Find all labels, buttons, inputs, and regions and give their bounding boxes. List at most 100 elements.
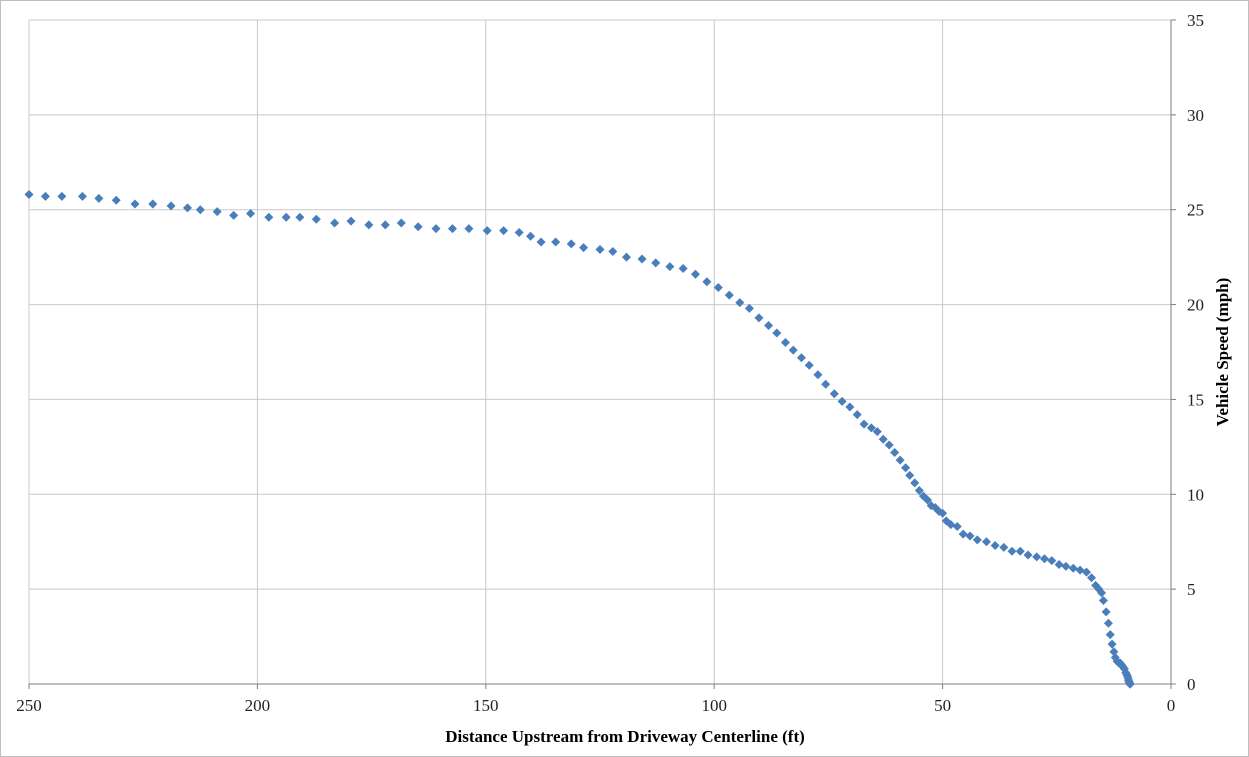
- data-point: [264, 212, 274, 222]
- y-axis-title: Vehicle Speed (mph): [1213, 278, 1232, 427]
- data-point: [621, 252, 631, 262]
- data-point: [821, 379, 831, 389]
- data-point: [1032, 552, 1042, 562]
- data-point: [330, 218, 340, 228]
- axes: [28, 19, 1176, 689]
- data-point: [884, 440, 894, 450]
- y-tick-label: 25: [1187, 201, 1204, 220]
- data-point: [990, 541, 1000, 551]
- data-point: [212, 207, 222, 217]
- data-point: [965, 531, 975, 541]
- data-point: [431, 224, 441, 234]
- data-point: [895, 455, 905, 465]
- data-point: [1068, 563, 1078, 573]
- data-point: [130, 199, 140, 209]
- x-tick-label: 200: [245, 696, 271, 715]
- data-point: [413, 222, 423, 232]
- data-point: [1015, 546, 1025, 556]
- data-point: [938, 508, 948, 518]
- data-point: [482, 226, 492, 236]
- data-point: [837, 396, 847, 406]
- data-point: [514, 227, 524, 237]
- data-point: [678, 264, 688, 274]
- y-tick-label: 20: [1187, 296, 1204, 315]
- data-point: [246, 209, 256, 219]
- y-tick-label: 10: [1187, 485, 1204, 504]
- data-point: [1098, 596, 1108, 606]
- data-point: [1023, 550, 1033, 560]
- y-tick-label: 35: [1187, 11, 1204, 30]
- data-point: [1101, 607, 1111, 617]
- data-point: [796, 353, 806, 363]
- data-point: [526, 231, 536, 241]
- data-point: [952, 522, 962, 532]
- data-point: [447, 224, 457, 234]
- data-point: [464, 224, 474, 234]
- x-tick-label: 50: [934, 696, 951, 715]
- data-point: [852, 410, 862, 420]
- x-tick-label: 100: [701, 696, 727, 715]
- data-point: [608, 246, 618, 256]
- data-point: [148, 199, 158, 209]
- x-tick-label: 250: [16, 696, 42, 715]
- data-point: [804, 360, 814, 370]
- data-point: [1007, 546, 1017, 556]
- data-point: [958, 529, 968, 539]
- data-point: [845, 402, 855, 412]
- y-tick-label: 15: [1187, 390, 1204, 409]
- data-point: [866, 423, 876, 433]
- data-point: [1039, 554, 1049, 564]
- gridlines: [28, 19, 1172, 684]
- data-point: [1087, 573, 1097, 583]
- data-point: [499, 226, 509, 236]
- data-points: [24, 190, 1135, 689]
- data-point: [229, 210, 239, 220]
- data-point: [380, 220, 390, 230]
- data-point: [1105, 630, 1115, 640]
- data-point: [724, 290, 734, 300]
- data-point: [637, 254, 647, 264]
- data-point: [914, 485, 924, 495]
- data-point: [981, 537, 991, 547]
- data-point: [772, 328, 782, 338]
- data-point: [364, 220, 374, 230]
- data-point: [754, 313, 764, 323]
- data-point: [551, 237, 561, 247]
- data-point: [166, 201, 176, 211]
- data-point: [910, 478, 920, 488]
- data-point: [829, 389, 839, 399]
- data-point: [40, 191, 50, 201]
- data-point: [651, 258, 661, 268]
- data-point: [764, 320, 774, 330]
- data-point: [872, 427, 882, 437]
- data-point: [1047, 556, 1057, 566]
- data-point: [195, 205, 205, 215]
- data-point: [77, 191, 87, 201]
- data-point: [311, 214, 321, 224]
- data-point: [788, 345, 798, 355]
- data-point: [595, 245, 605, 255]
- data-point: [281, 212, 291, 222]
- data-point: [780, 338, 790, 348]
- data-point: [295, 212, 305, 222]
- data-point: [859, 419, 869, 429]
- data-point: [744, 303, 754, 313]
- data-point: [57, 191, 67, 201]
- data-point: [813, 370, 823, 380]
- data-point: [396, 218, 406, 228]
- data-point: [111, 195, 121, 205]
- data-point: [901, 463, 911, 473]
- data-point: [1107, 639, 1117, 649]
- x-axis-title: Distance Upstream from Driveway Centerli…: [445, 727, 805, 746]
- data-point: [24, 190, 34, 200]
- data-point: [579, 243, 589, 253]
- data-point: [1125, 679, 1135, 689]
- data-point: [923, 495, 933, 505]
- data-point: [735, 298, 745, 308]
- y-tick-label: 0: [1187, 675, 1196, 694]
- x-tick-label: 150: [473, 696, 499, 715]
- data-point: [702, 277, 712, 287]
- data-point: [713, 282, 723, 292]
